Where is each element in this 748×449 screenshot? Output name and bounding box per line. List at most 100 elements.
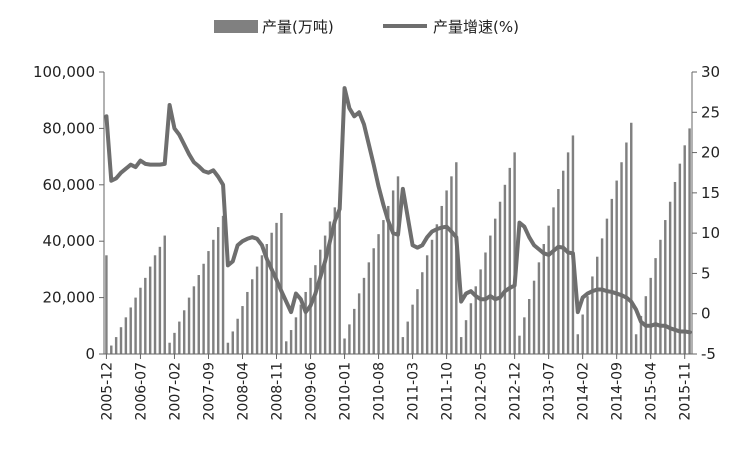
bar [557, 189, 560, 354]
bar [440, 205, 443, 354]
bar [226, 342, 230, 354]
bar [314, 265, 317, 354]
x-tick-label: 2007-02 [167, 362, 183, 421]
bar [586, 296, 589, 354]
bar [630, 122, 633, 354]
x-tick-label: 2010-01 [338, 362, 354, 421]
bar [600, 238, 604, 354]
bar [309, 277, 312, 354]
bar [639, 315, 643, 354]
bar [289, 330, 293, 354]
bar [435, 224, 439, 354]
legend-bar-swatch [214, 19, 258, 33]
bar [503, 184, 507, 354]
x-tick-label: 2009-06 [304, 362, 320, 421]
bar [479, 269, 482, 354]
bar [270, 232, 273, 354]
right-tick-label: 15 [701, 184, 720, 202]
bar [615, 180, 618, 354]
left-tick-label: 100,000 [33, 63, 95, 81]
bar [251, 279, 254, 354]
bar [387, 205, 390, 354]
bar [678, 163, 682, 354]
x-axis-ticks: 2005-12 2006-07 2007-02 2007-09 2008-04 2008-… [99, 354, 694, 421]
x-tick-label: 2010-08 [372, 362, 388, 421]
bar [688, 128, 691, 354]
bar [518, 335, 521, 354]
x-tick-label: 2008-04 [236, 362, 252, 421]
right-tick-label: 30 [701, 63, 720, 81]
bar [406, 321, 409, 354]
bar [668, 201, 672, 354]
bar [119, 327, 123, 354]
bar [357, 293, 361, 354]
bar [178, 321, 181, 354]
bar [246, 291, 249, 354]
bar [430, 239, 434, 354]
legend-line-swatch [383, 24, 427, 28]
growth-line [104, 86, 692, 335]
bar [323, 235, 327, 354]
bar [527, 299, 531, 354]
x-tick-label: 2015-11 [678, 362, 694, 421]
bar [391, 190, 395, 354]
bar [241, 306, 244, 354]
bar [285, 341, 288, 354]
x-tick-label: 2013-07 [542, 362, 558, 421]
bar [221, 215, 225, 354]
bar [673, 181, 677, 354]
bar [571, 135, 575, 354]
right-tick-label: 0 [701, 305, 711, 323]
bar [319, 249, 322, 354]
legend-line-label: 产量增速(%) [433, 17, 519, 36]
bar [508, 167, 511, 354]
bar [649, 277, 652, 354]
bar [547, 225, 550, 354]
bar-series [105, 122, 691, 354]
bar [552, 207, 555, 354]
bar [304, 291, 307, 354]
right-tick-label: 25 [701, 103, 720, 121]
bar [207, 251, 210, 354]
bar [216, 227, 220, 354]
bar [280, 213, 283, 354]
bar [367, 262, 371, 354]
bar [110, 345, 113, 354]
bar [158, 246, 162, 354]
right-tick-label: 20 [701, 144, 720, 162]
right-axis-ticks: -5 0 5 10 15 20 25 30 [692, 63, 720, 363]
bar [348, 324, 351, 354]
bar [581, 314, 584, 354]
bar [134, 297, 137, 354]
legend-bar-label: 产量(万吨) [262, 17, 334, 36]
bar [148, 266, 152, 354]
x-tick-label: 2006-07 [133, 362, 149, 421]
bar [333, 207, 337, 354]
x-tick-label: 2008-11 [270, 362, 286, 421]
bar [421, 272, 424, 354]
line-series [104, 86, 692, 335]
bar [469, 303, 473, 354]
legend-item-growth: 产量增速(%) [383, 14, 519, 38]
bar [513, 152, 516, 354]
left-tick-label: 20,000 [43, 289, 96, 307]
bar [362, 277, 366, 354]
bar [425, 255, 429, 354]
bar [498, 201, 502, 354]
bar [212, 239, 215, 354]
bar [542, 244, 545, 354]
legend: 产量(万吨) 产量增速(%) [0, 14, 748, 38]
bar [187, 297, 191, 354]
bar [416, 289, 419, 354]
bar [236, 318, 239, 354]
left-tick-label: 0 [85, 345, 95, 363]
bar [396, 176, 400, 354]
bar [144, 277, 147, 354]
bar [683, 145, 686, 354]
bar [445, 190, 448, 354]
bar [634, 334, 638, 354]
bar [523, 317, 526, 354]
left-axis-ticks: 0 20,000 40,000 60,000 80,000 100,000 [33, 63, 104, 363]
bar [664, 220, 667, 354]
bar [411, 304, 414, 354]
